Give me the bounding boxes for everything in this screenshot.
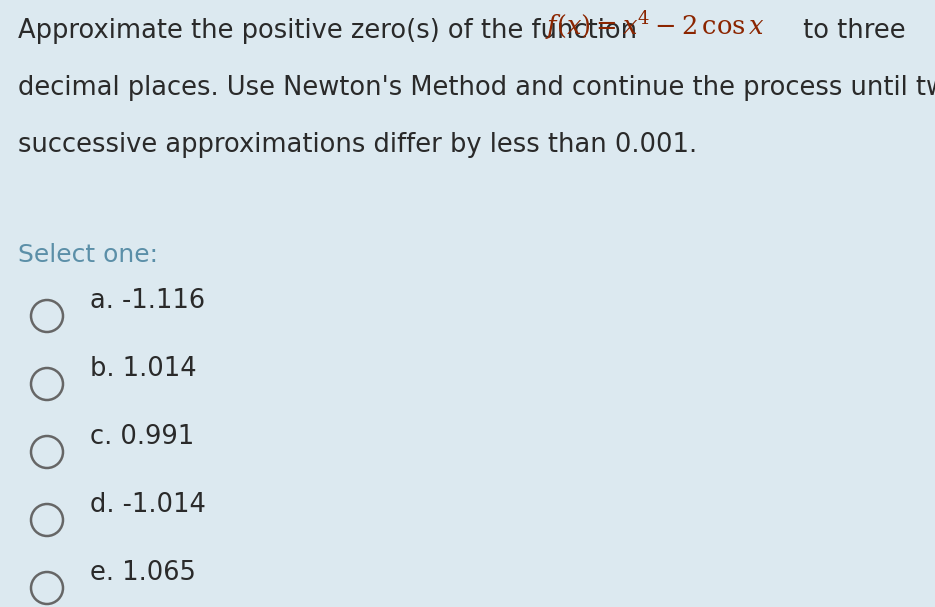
Text: d. -1.014: d. -1.014 <box>90 492 206 518</box>
Text: successive approximations differ by less than 0.001.: successive approximations differ by less… <box>18 132 698 158</box>
Text: $f(x)=x^4-2\,\cos x$: $f(x)=x^4-2\,\cos x$ <box>545 9 765 42</box>
Text: e. 1.065: e. 1.065 <box>90 560 195 586</box>
Text: to three: to three <box>795 18 906 44</box>
Text: b. 1.014: b. 1.014 <box>90 356 196 382</box>
Text: a. -1.116: a. -1.116 <box>90 288 205 314</box>
Text: decimal places. Use Newton's Method and continue the process until two: decimal places. Use Newton's Method and … <box>18 75 935 101</box>
Text: Select one:: Select one: <box>18 243 158 267</box>
Text: c. 0.991: c. 0.991 <box>90 424 194 450</box>
Text: Approximate the positive zero(s) of the function: Approximate the positive zero(s) of the … <box>18 18 645 44</box>
